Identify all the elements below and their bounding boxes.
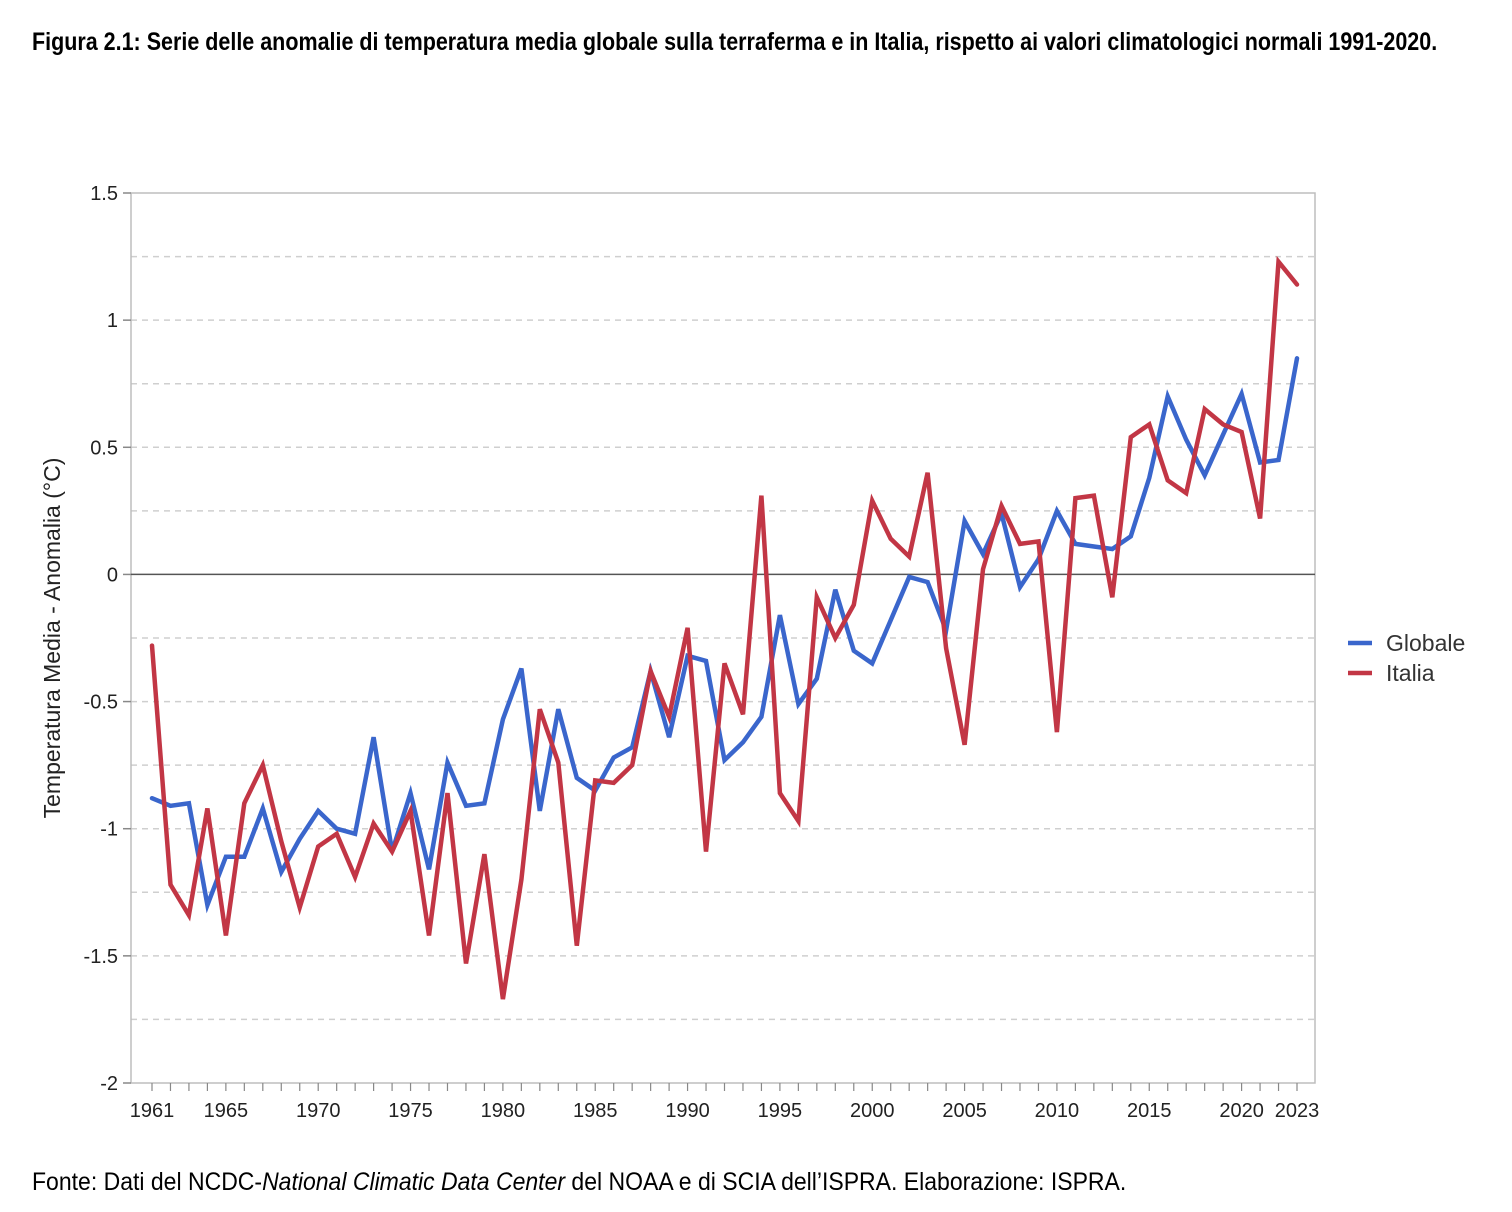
y-tick-label: 1.5 — [90, 183, 118, 205]
legend-label-globale: Globale — [1386, 630, 1465, 656]
y-tick-label: -0.5 — [84, 692, 118, 714]
y-tick-label: -2 — [100, 1073, 118, 1095]
series-line-globale — [149, 356, 1300, 914]
x-tick-label: 1985 — [573, 1100, 618, 1122]
footer-italic: National Climatic Data Center — [262, 1168, 566, 1196]
y-tick-label: -1.5 — [84, 946, 118, 968]
y-tick-label: 1 — [107, 310, 118, 332]
legend-label-italia: Italia — [1386, 660, 1435, 686]
series-line-italia — [149, 255, 1300, 1000]
series-lines — [149, 255, 1300, 1000]
x-tick-label: 2023 — [1275, 1100, 1320, 1122]
x-tick-label: 2000 — [850, 1100, 895, 1122]
x-tick-label: 1990 — [665, 1100, 710, 1122]
x-tick-label: 2020 — [1219, 1100, 1264, 1122]
y-tick-label: 0.5 — [90, 437, 118, 459]
x-tick-label: 2010 — [1035, 1100, 1080, 1122]
x-tick-label: 1995 — [758, 1100, 803, 1122]
footer-prefix: Fonte: Dati del NCDC- — [32, 1168, 263, 1196]
plot-frame — [130, 192, 1316, 1084]
y-tick-label: -1 — [100, 819, 118, 841]
x-tick-label: 2005 — [942, 1100, 987, 1122]
x-tick-label: 1970 — [296, 1100, 341, 1122]
x-tick-label: 1975 — [388, 1100, 433, 1122]
figure-title: Figura 2.1: Serie delle anomalie di temp… — [32, 28, 1438, 56]
y-tick-label: 0 — [107, 564, 118, 586]
source-footer: Fonte: Dati del NCDC-National Climatic D… — [32, 1168, 1126, 1197]
x-tick-label: 1965 — [204, 1100, 249, 1122]
x-tick-label: 2015 — [1127, 1100, 1172, 1122]
y-axis-label: Temperatura Media - Anomalia (°C) — [39, 458, 65, 819]
x-tick-label: 1980 — [481, 1100, 526, 1122]
gridlines — [131, 255, 1315, 1021]
axes: 1.5 1 0.5 0 -0.5 -1 -1.5 -2 1961 1965 1970 1975 1980… — [84, 183, 1320, 1122]
legend: Globale Italia — [1348, 630, 1465, 686]
x-tick-label: 1961 — [130, 1100, 175, 1122]
footer-suffix: del NOAA e di SCIA dell’ISPRA. Elaborazi… — [565, 1168, 1127, 1196]
